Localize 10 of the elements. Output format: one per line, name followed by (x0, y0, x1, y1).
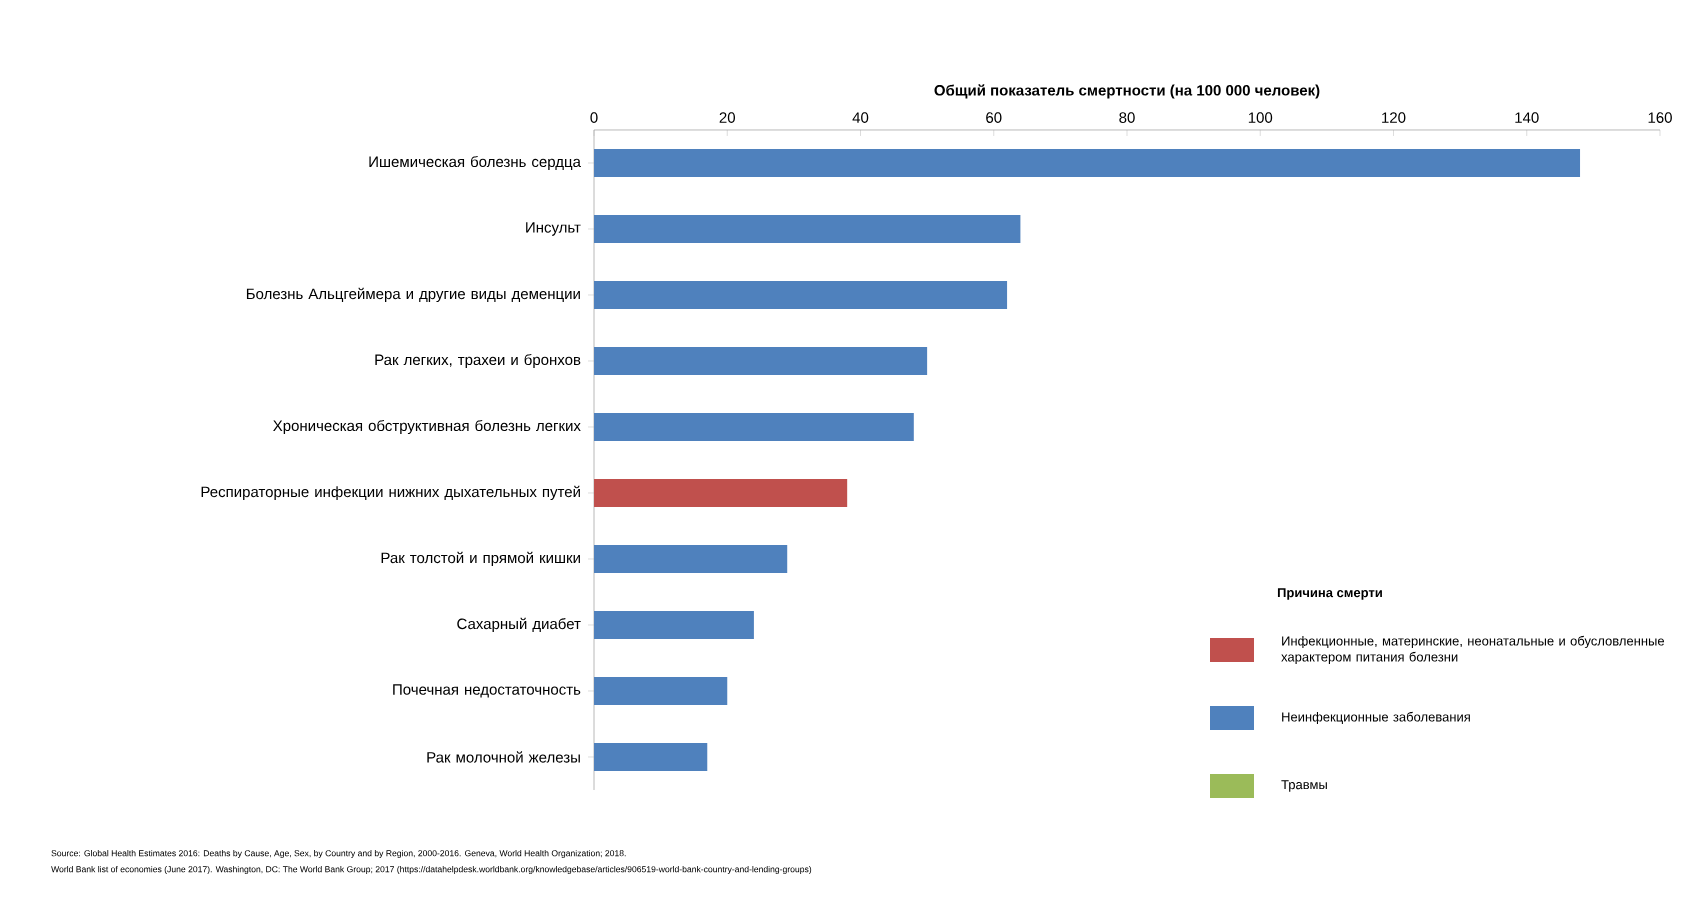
bar (594, 742, 708, 771)
bar (594, 280, 1008, 309)
bar (594, 412, 914, 441)
bar (594, 346, 928, 375)
bar (594, 148, 1581, 177)
bar (594, 214, 1021, 243)
bar (594, 544, 788, 573)
bar (594, 478, 848, 507)
bar (594, 610, 754, 639)
bar (594, 676, 728, 705)
